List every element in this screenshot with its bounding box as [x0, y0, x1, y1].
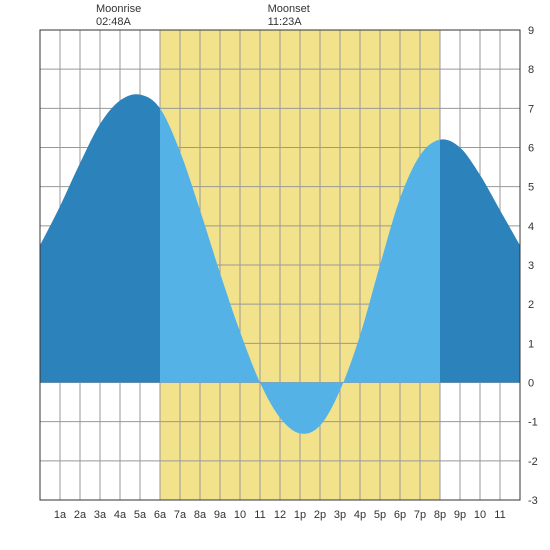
y-tick-label: 2 [528, 299, 534, 311]
x-tick-label: 12 [274, 509, 286, 521]
moonset-time: 11:23A [268, 16, 303, 28]
moonrise-time: 02:48A [96, 16, 132, 28]
y-tick-label: 0 [528, 378, 534, 390]
x-tick-label: 2p [314, 509, 326, 521]
x-tick-label: 5p [374, 509, 386, 521]
x-tick-label: 4p [354, 509, 366, 521]
y-tick-label: 3 [528, 260, 534, 272]
y-tick-label: 9 [528, 25, 534, 37]
y-tick-label: 4 [528, 221, 534, 233]
y-tick-label: 6 [528, 143, 534, 155]
y-tick-label: -2 [528, 456, 538, 468]
x-tick-label: 10 [474, 509, 486, 521]
x-tick-label: 5a [134, 509, 147, 521]
x-tick-label: 8p [434, 509, 446, 521]
chart-svg: -3-2-101234567891a2a3a4a5a6a7a8a9a101112… [0, 0, 550, 550]
x-tick-label: 2a [74, 509, 87, 521]
x-tick-label: 7a [174, 509, 187, 521]
y-tick-label: 7 [528, 103, 534, 115]
moonrise-label: Moonrise [96, 3, 141, 15]
x-tick-label: 10 [234, 509, 246, 521]
x-tick-label: 11 [494, 509, 505, 521]
x-tick-label: 1p [294, 509, 306, 521]
x-tick-label: 3a [94, 509, 107, 521]
x-tick-label: 9p [454, 509, 466, 521]
y-tick-label: 8 [528, 64, 534, 76]
x-tick-label: 4a [114, 509, 127, 521]
x-tick-label: 7p [414, 509, 426, 521]
y-tick-label: 1 [528, 338, 534, 350]
x-tick-label: 8a [194, 509, 207, 521]
x-tick-label: 1a [54, 509, 67, 521]
x-tick-label: 3p [334, 509, 346, 521]
tide-chart: -3-2-101234567891a2a3a4a5a6a7a8a9a101112… [0, 0, 550, 550]
y-tick-label: -3 [528, 495, 538, 507]
x-tick-label: 9a [214, 509, 227, 521]
x-tick-label: 6p [394, 509, 406, 521]
x-tick-label: 11 [254, 509, 265, 521]
x-tick-label: 6a [154, 509, 167, 521]
moonset-label: Moonset [268, 3, 310, 15]
y-tick-label: -1 [528, 417, 538, 429]
y-tick-label: 5 [528, 182, 534, 194]
